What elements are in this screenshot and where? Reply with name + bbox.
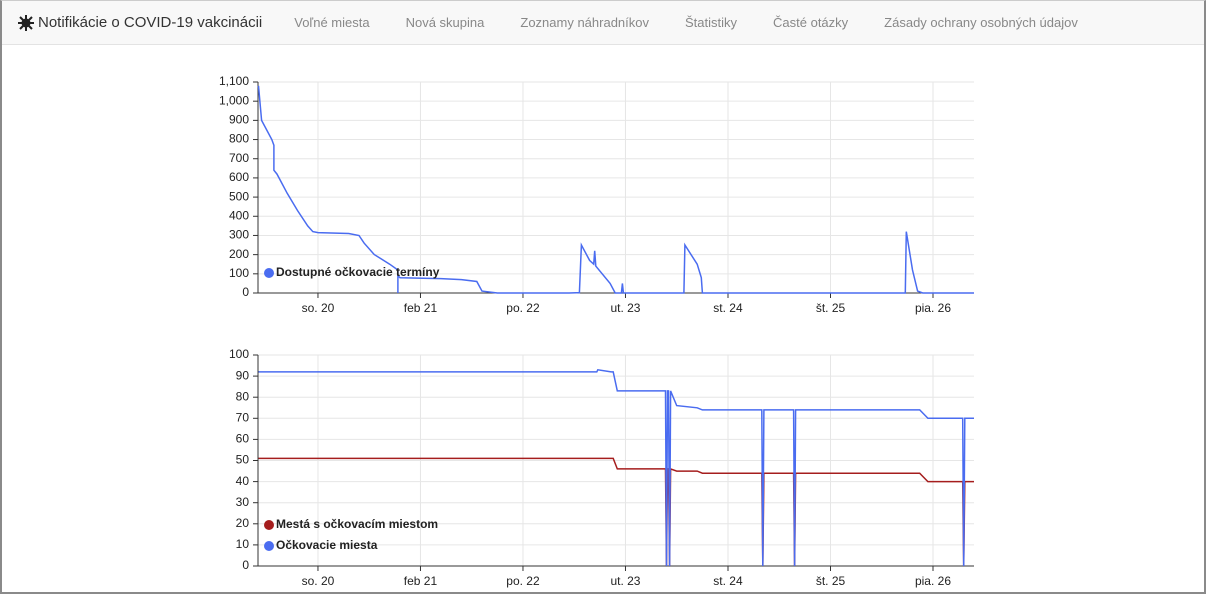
y-tick-label: 500	[229, 189, 249, 203]
y-tick-label: 1,100	[219, 74, 249, 88]
x-tick-label: po. 22	[506, 574, 540, 588]
y-tick-label: 100	[229, 266, 249, 280]
x-tick-label: so. 20	[302, 574, 335, 588]
y-tick-label: 10	[236, 537, 250, 551]
nav-link[interactable]: Voľné miesta	[294, 15, 370, 30]
y-tick-label: 1,000	[219, 93, 249, 107]
y-tick-label: 800	[229, 132, 249, 146]
y-tick-label: 600	[229, 170, 249, 184]
data-line	[257, 85, 974, 294]
y-tick-label: 100	[229, 347, 249, 361]
x-tick-label: feb 21	[404, 301, 438, 315]
y-tick-label: 40	[236, 474, 250, 488]
nav-link[interactable]: Štatistiky	[685, 15, 738, 30]
y-tick-label: 300	[229, 228, 249, 242]
nav-link[interactable]: Zásady ochrany osobných údajov	[884, 15, 1078, 30]
legend-marker	[264, 541, 274, 551]
x-tick-label: št. 25	[816, 301, 846, 315]
brand[interactable]: Notifikácie o COVID-19 vakcinácii	[18, 14, 262, 31]
x-tick-label: st. 24	[713, 574, 743, 588]
navbar: Notifikácie o COVID-19 vakcinácii Voľné …	[2, 1, 1204, 45]
y-tick-label: 20	[236, 516, 250, 530]
legend-label: Očkovacie miesta	[276, 538, 378, 552]
nav-link[interactable]: Nová skupina	[405, 15, 485, 30]
y-tick-label: 0	[242, 285, 249, 299]
brand-text: Notifikácie o COVID-19 vakcinácii	[38, 14, 263, 31]
x-tick-label: feb 21	[404, 574, 438, 588]
y-tick-label: 700	[229, 151, 249, 165]
data-line	[258, 368, 974, 567]
x-tick-label: so. 20	[302, 301, 335, 315]
nav-link[interactable]: Zoznamy náhradníkov	[520, 15, 649, 30]
nav-link[interactable]: Časté otázky	[773, 15, 849, 30]
data-line	[258, 457, 974, 567]
y-tick-label: 60	[236, 432, 250, 446]
y-tick-label: 80	[236, 389, 250, 403]
legend-label: Mestá s očkovacím miestom	[276, 517, 438, 531]
y-tick-label: 0	[242, 558, 249, 572]
x-tick-label: po. 22	[506, 301, 540, 315]
y-tick-label: 400	[229, 208, 249, 222]
y-tick-label: 90	[236, 368, 250, 382]
y-tick-label: 900	[229, 113, 249, 127]
x-tick-label: pia. 26	[915, 574, 951, 588]
legend-marker	[264, 268, 274, 278]
legend-marker	[264, 520, 274, 530]
x-tick-label: ut. 23	[610, 574, 640, 588]
charts: 01002003004005006007008009001,0001,100so…	[219, 74, 974, 588]
x-tick-label: št. 25	[816, 574, 846, 588]
legend-label: Dostupné očkovacie termíny	[276, 265, 440, 279]
x-tick-label: ut. 23	[610, 301, 640, 315]
x-tick-label: st. 24	[713, 301, 743, 315]
y-tick-label: 70	[236, 410, 250, 424]
brand-icon	[18, 14, 34, 31]
x-tick-label: pia. 26	[915, 301, 951, 315]
y-tick-label: 200	[229, 247, 249, 261]
y-tick-label: 50	[236, 453, 250, 467]
y-tick-label: 30	[236, 495, 250, 509]
